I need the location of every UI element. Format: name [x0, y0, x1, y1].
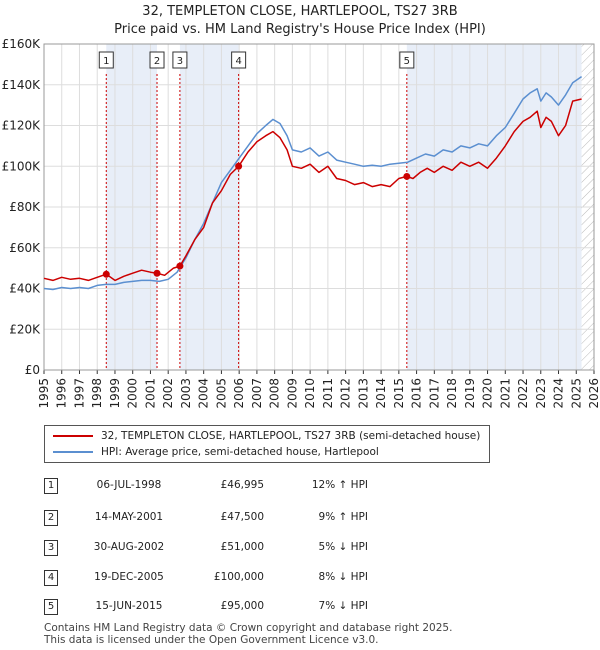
chart-subtitle: Price paid vs. HM Land Registry's House …: [114, 22, 486, 37]
sale-point: [102, 270, 110, 278]
x-tick-label: 2017: [427, 378, 441, 409]
sale-marker-label: 3: [177, 56, 183, 67]
x-tick-label: 2013: [356, 378, 370, 409]
x-tick-label: 2005: [214, 378, 228, 409]
y-tick-label: £160K: [2, 37, 42, 51]
sale-number-badge: 4: [44, 570, 58, 586]
sale-point: [235, 162, 243, 170]
x-tick-label: 2016: [410, 378, 424, 409]
legend-label-hpi: HPI: Average price, semi-detached house,…: [101, 446, 379, 458]
sale-hpi-diff: 12% ↑ HPI: [311, 479, 368, 491]
x-tick-label: 2025: [569, 378, 583, 409]
sale-date: 19-DEC-2005: [94, 571, 164, 583]
sale-marker-label: 1: [103, 56, 109, 67]
x-tick-label: 2011: [321, 378, 335, 409]
sale-point: [153, 269, 161, 277]
sale-price: £46,995: [220, 479, 264, 491]
legend-swatch-property: [53, 435, 93, 437]
price-chart: £0 £20K £40K £60K £80K £100K £120K £140K £160K 19…: [2, 37, 600, 409]
x-tick-label: 2008: [268, 378, 282, 409]
x-tick-label: 1997: [72, 378, 86, 409]
sale-hpi-diff: 9% ↑ HPI: [318, 511, 368, 523]
x-tick-label: 2018: [445, 378, 459, 409]
x-tick-label: 1995: [37, 378, 51, 409]
x-tick-label: 2019: [463, 378, 477, 409]
sale-number-badge: 5: [44, 599, 58, 615]
sale-price: £95,000: [220, 600, 264, 612]
sale-date: 14-MAY-2001: [94, 511, 164, 523]
y-tick-label: £120K: [2, 119, 42, 133]
sale-date: 30-AUG-2002: [93, 541, 165, 553]
x-tick-label: 2012: [339, 378, 353, 409]
y-tick-label: £0: [25, 363, 40, 377]
sale-price: £51,000: [220, 541, 264, 553]
x-tick-label: 2010: [303, 378, 317, 409]
x-tick-label: 2023: [534, 378, 548, 409]
y-tick-label: £40K: [9, 282, 41, 296]
sale-marker-box: [172, 51, 188, 69]
legend-label-property: 32, TEMPLETON CLOSE, HARTLEPOOL, TS27 3R…: [101, 430, 481, 442]
sale-marker-label: 4: [235, 56, 241, 67]
x-tick-label: 2022: [516, 378, 530, 409]
sale-marker-label: 5: [404, 56, 410, 67]
sale-date: 06-JUL-1998: [96, 479, 162, 491]
y-tick-label: £100K: [2, 159, 42, 173]
sale-marker-box: [149, 51, 165, 69]
x-tick-label: 2009: [285, 378, 299, 409]
sale-price: £47,500: [220, 511, 264, 523]
hpi-line: [43, 75, 583, 291]
x-tick-label: 2000: [126, 378, 140, 409]
x-tick-label: 1996: [55, 378, 69, 409]
sale-marker-box: [399, 51, 415, 69]
sale-point: [403, 172, 411, 180]
legend-item-hpi: HPI: Average price, semi-detached house,…: [53, 444, 379, 460]
x-tick-label: 2024: [552, 378, 566, 409]
x-tick-label: 2026: [587, 378, 600, 409]
x-tick-label: 2002: [161, 378, 175, 409]
legend: 32, TEMPLETON CLOSE, HARTLEPOOL, TS27 3R…: [44, 425, 490, 463]
sale-marker-box: [231, 51, 247, 69]
x-tick-label: 2020: [481, 378, 495, 409]
x-tick-label: 1999: [108, 378, 122, 409]
y-tick-label: £140K: [2, 78, 42, 92]
sale-number-badge: 3: [44, 540, 58, 556]
sale-number-badge: 1: [44, 478, 58, 494]
sale-marker-box: [98, 51, 114, 69]
sale-date: 15-JUN-2015: [95, 600, 163, 612]
x-tick-label: 2007: [250, 378, 264, 409]
footer-license: This data is licensed under the Open Gov…: [44, 634, 379, 646]
x-tick-label: 2006: [232, 378, 246, 409]
legend-item-property: 32, TEMPLETON CLOSE, HARTLEPOOL, TS27 3R…: [53, 428, 480, 444]
y-tick-label: £20K: [9, 322, 41, 336]
chart-title: 32, TEMPLETON CLOSE, HARTLEPOOL, TS27 3R…: [142, 4, 458, 19]
property-price-line: [43, 98, 582, 282]
y-tick-label: £60K: [9, 241, 41, 255]
x-tick-label: 1998: [90, 378, 104, 409]
footer-copyright: Contains HM Land Registry data © Crown c…: [44, 622, 453, 634]
sale-point: [176, 262, 184, 270]
sale-number-badge: 2: [44, 510, 58, 526]
sale-price: £100,000: [213, 571, 264, 583]
legend-swatch-hpi: [53, 451, 93, 453]
sale-marker-label: 2: [154, 56, 160, 67]
x-tick-label: 2001: [143, 378, 157, 409]
plot-border: [43, 43, 595, 371]
x-tick-label: 2004: [197, 378, 211, 409]
x-tick-label: 2021: [498, 378, 512, 409]
x-tick-label: 2003: [179, 378, 193, 409]
x-tick-label: 2015: [392, 378, 406, 409]
sale-hpi-diff: 5% ↓ HPI: [318, 541, 368, 553]
x-tick-label: 2014: [374, 378, 388, 409]
sale-hpi-diff: 8% ↓ HPI: [318, 571, 368, 583]
y-tick-label: £80K: [9, 200, 41, 214]
sale-hpi-diff: 7% ↓ HPI: [318, 600, 368, 612]
